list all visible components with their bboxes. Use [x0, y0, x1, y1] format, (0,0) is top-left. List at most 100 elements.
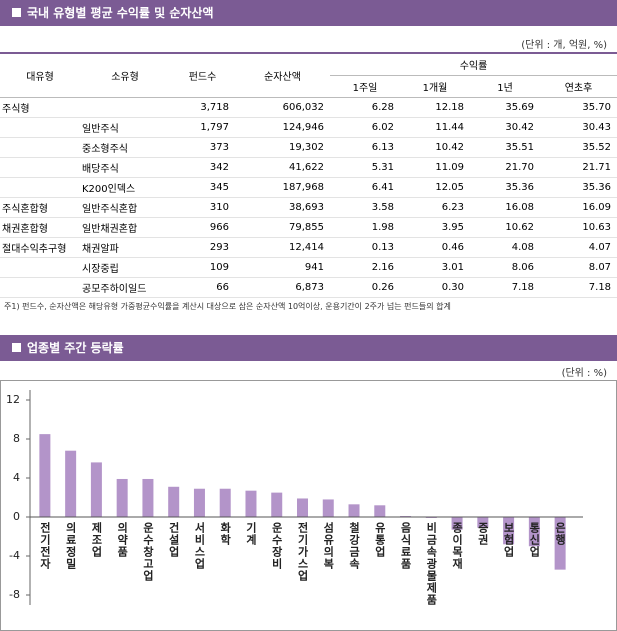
header-cell: 수익률 — [330, 52, 617, 76]
header-cell: 1년 — [470, 75, 540, 98]
x-tick-label: 섬유의복 — [322, 521, 335, 570]
x-tick-label: 유통업 — [373, 522, 386, 558]
table-row: 절대수익추구형 채권알파 293 12,414 0.13 0.46 4.08 4.07 — [0, 237, 617, 258]
bar — [348, 504, 360, 517]
bar — [193, 488, 205, 517]
y-tick-label: 12 — [6, 393, 20, 406]
bar — [554, 517, 566, 570]
table-cell: 35.36 — [540, 177, 617, 198]
header-cell: 순자산액 — [235, 52, 330, 98]
table-cell: 6.13 — [330, 137, 400, 158]
table-cell: 109 — [170, 257, 235, 278]
table-cell: 주식혼합형 — [0, 197, 80, 218]
header-cell: 대유형 — [0, 52, 80, 98]
table-cell: 8.06 — [470, 257, 540, 278]
table-cell: 35.70 — [540, 97, 617, 118]
header-row: 대유형 소유형 펀드수 순자산액 수익률 — [0, 52, 617, 98]
table-cell: 38,693 — [235, 197, 330, 218]
table-cell: 66 — [170, 277, 235, 298]
table-cell: 35.51 — [470, 137, 540, 158]
table-cell: 12.05 — [400, 177, 470, 198]
header-cell: 펀드수 — [170, 52, 235, 98]
table-cell: 3,718 — [170, 97, 235, 118]
table-cell: 6,873 — [235, 277, 330, 298]
table-cell: 5.31 — [330, 157, 400, 178]
table-cell: 310 — [170, 197, 235, 218]
unit-note: (단위 : 개, 억원, %) — [521, 40, 607, 51]
table-cell: 배당주식 — [80, 157, 170, 178]
table-cell: 35.69 — [470, 97, 540, 118]
table-cell — [0, 137, 80, 158]
section-title: 국내 유형별 평균 수익률 및 순자산액 — [27, 6, 214, 20]
header-cell: 1주일 — [330, 75, 400, 98]
table-cell: 30.43 — [540, 117, 617, 138]
table-cell: 0.46 — [400, 237, 470, 258]
table-cell: 3.58 — [330, 197, 400, 218]
table-cell: 1,797 — [170, 117, 235, 138]
header-row: 1주일 1개월 1년 연초후 — [0, 75, 617, 98]
table-cell: 0.13 — [330, 237, 400, 258]
table-cell: 11.09 — [400, 157, 470, 178]
bar — [65, 450, 77, 517]
table-row: 배당주식 342 41,622 5.31 11.09 21.70 21.71 — [0, 157, 617, 178]
table-cell: 3.01 — [400, 257, 470, 278]
table-cell: 606,032 — [235, 97, 330, 118]
table-cell: 6.41 — [330, 177, 400, 198]
section-header: 업종별 주간 등락률 — [0, 335, 617, 361]
x-tick-label: 전기전자 — [38, 521, 51, 570]
table-cell: 0.26 — [330, 277, 400, 298]
x-tick-label: 철강금속 — [348, 521, 361, 570]
table-cell — [0, 277, 80, 298]
table-cell: 35.52 — [540, 137, 617, 158]
x-tick-label: 제조업 — [90, 521, 103, 558]
y-tick-label: -4 — [9, 549, 20, 562]
table-cell: 10.62 — [470, 217, 540, 238]
x-tick-label: 기계 — [244, 521, 257, 546]
table-cell: 중소형주식 — [80, 137, 170, 158]
table-cell: 124,946 — [235, 117, 330, 138]
table-cell: 일반주식 — [80, 117, 170, 138]
table-cell: 7.18 — [470, 277, 540, 298]
table-cell: 2.16 — [330, 257, 400, 278]
bar — [39, 434, 51, 517]
table-cell: 0.30 — [400, 277, 470, 298]
table-cell: 35.36 — [470, 177, 540, 198]
bar — [142, 478, 154, 517]
y-tick-label: 8 — [13, 432, 20, 445]
table-cell: 공모주하이일드 — [80, 277, 170, 298]
table-cell: 12,414 — [235, 237, 330, 258]
table-cell: 79,855 — [235, 217, 330, 238]
bar — [322, 499, 334, 517]
table-cell — [0, 177, 80, 198]
table-cell: 주식형 — [0, 97, 80, 118]
table-cell — [0, 117, 80, 138]
table-cell — [0, 257, 80, 278]
table-cell: 절대수익추구형 — [0, 237, 80, 258]
table-cell: 일반주식혼합 — [80, 197, 170, 218]
table-row: 주식형 3,718 606,032 6.28 12.18 35.69 35.70 — [0, 97, 617, 118]
table-cell: 채권혼합형 — [0, 217, 80, 238]
bar — [451, 517, 463, 530]
table-cell: 293 — [170, 237, 235, 258]
table-cell: 8.07 — [540, 257, 617, 278]
x-tick-label: 서비스업 — [193, 521, 206, 570]
y-tick-label: 0 — [13, 510, 20, 523]
bar — [374, 505, 386, 517]
header-cell: 소유형 — [80, 52, 170, 98]
table-cell: 3.95 — [400, 217, 470, 238]
table-cell — [80, 97, 170, 118]
table-cell: 1.98 — [330, 217, 400, 238]
table-row: 공모주하이일드 66 6,873 0.26 0.30 7.18 7.18 — [0, 277, 617, 298]
table-cell: 373 — [170, 137, 235, 158]
x-tick-label: 의약품 — [116, 521, 129, 558]
bar — [528, 517, 540, 547]
table-cell: 6.23 — [400, 197, 470, 218]
table-cell: 4.07 — [540, 237, 617, 258]
x-tick-label: 음식료품 — [399, 522, 412, 570]
bar — [168, 486, 180, 517]
section-header: 국내 유형별 평균 수익률 및 순자산액 — [0, 0, 617, 26]
y-tick-label: 4 — [13, 471, 20, 484]
x-tick-label: 비금속광물제품 — [425, 521, 438, 606]
bar — [297, 498, 308, 517]
